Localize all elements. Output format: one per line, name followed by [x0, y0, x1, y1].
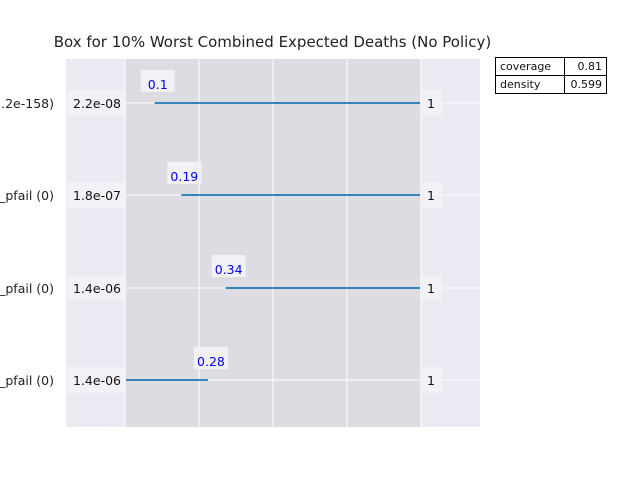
density-value: 0.599	[564, 75, 607, 94]
coverage-label: coverage	[495, 57, 565, 76]
qp-label-0: 0.1	[148, 77, 168, 92]
max-label-bg-2	[420, 275, 442, 301]
max-label-bg-1	[420, 182, 442, 208]
max-label-3: 1	[427, 373, 435, 388]
min-label-bg-0	[68, 90, 126, 116]
stats-row-density: density 0.599	[495, 75, 607, 94]
max-label-bg-3	[420, 367, 442, 393]
max-label-2: 1	[427, 281, 435, 296]
density-label: density	[495, 75, 565, 94]
qp-label-2: 0.34	[215, 262, 243, 277]
min-label-bg-3	[68, 367, 126, 393]
row-label-0: .2e-158)	[1, 96, 54, 111]
min-label-0: 2.2e-08	[73, 96, 121, 111]
min-label-2: 1.4e-06	[73, 281, 121, 296]
row-label-2: _pfail (0)	[0, 281, 54, 296]
qp-label-1: 0.19	[170, 169, 198, 184]
max-label-1: 1	[427, 188, 435, 203]
min-label-3: 1.4e-06	[73, 373, 121, 388]
chart-title: Box for 10% Worst Combined Expected Deat…	[53, 33, 492, 51]
row-label-3: _pfail (0)	[0, 373, 54, 388]
qp-label-bg-1	[167, 162, 202, 184]
qp-label-3: 0.28	[197, 354, 225, 369]
stats-table: coverage 0.81 density 0.599	[495, 57, 607, 94]
min-label-1: 1.8e-07	[73, 188, 121, 203]
coverage-value: 0.81	[564, 57, 607, 76]
qp-label-bg-0	[140, 70, 175, 92]
qp-label-bg-3	[193, 347, 228, 369]
min-label-bg-1	[68, 182, 126, 208]
qp-label-bg-2	[211, 255, 246, 277]
max-label-0: 1	[427, 96, 435, 111]
min-label-bg-2	[68, 275, 126, 301]
row-label-1: _pfail (0)	[0, 188, 54, 203]
max-label-bg-0	[420, 90, 442, 116]
stats-row-coverage: coverage 0.81	[495, 57, 607, 76]
